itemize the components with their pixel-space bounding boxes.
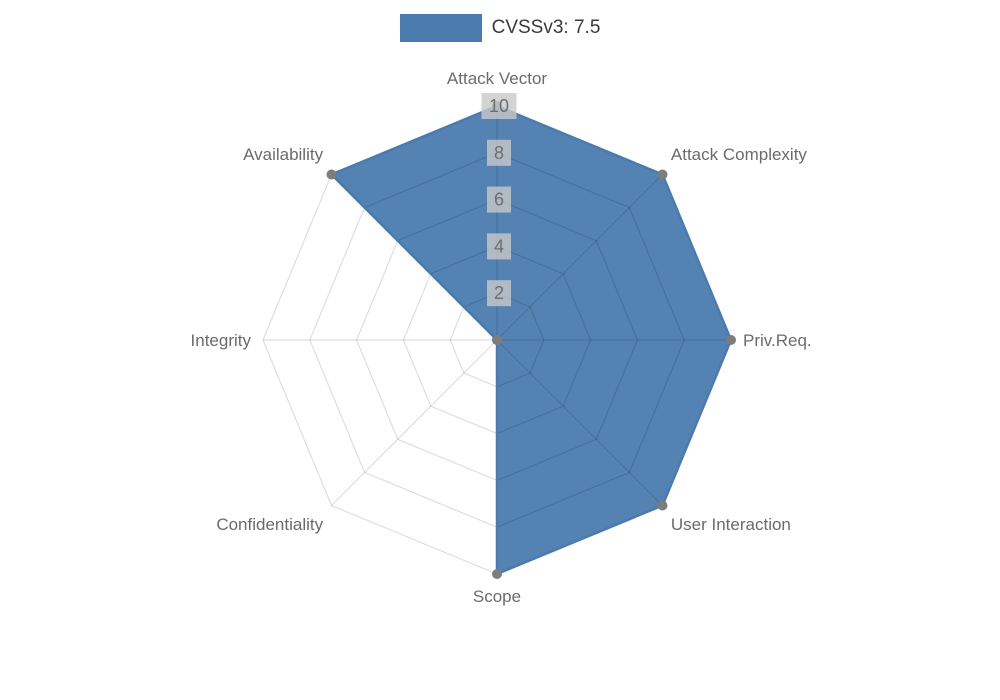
tick-backdrop [481,93,517,119]
legend-swatch [399,14,482,42]
data-point [657,500,668,511]
tick-backdrop [487,280,511,307]
axis-label-user-interaction: User Interaction [671,515,791,534]
axis-spoke [496,339,663,506]
tick-label: 2 [494,283,504,303]
data-point [492,335,502,345]
tick-label: 10 [489,96,509,116]
axis-label-scope: Scope [473,587,521,606]
series-area [331,106,731,574]
series-border [329,104,733,576]
axis-label-priv-req-: Priv.Req. [743,331,812,350]
data-point [726,335,736,345]
data-point [657,169,668,180]
axis-label-integrity: Integrity [191,331,252,350]
tick-backdrop [487,233,511,260]
tick-label: 8 [494,143,504,163]
axis-label-confidentiality: Confidentiality [216,515,323,534]
legend-item[interactable]: CVSSv3: 7.5 [0,14,1000,42]
data-point [326,169,337,180]
tick-backdrop [487,186,511,213]
axis-spoke [331,339,498,506]
tick-label: 6 [494,190,504,210]
axis-spoke [496,174,663,341]
tick-label: 4 [494,236,504,256]
legend-label: CVSSv3: 7.5 [491,17,601,38]
axis-label-availability: Availability [243,145,324,164]
tick-backdrop [487,139,511,166]
data-point [492,569,502,579]
axis-label-attack-complexity: Attack Complexity [671,145,808,164]
axis-label-attack-vector: Attack Vector [447,69,547,88]
